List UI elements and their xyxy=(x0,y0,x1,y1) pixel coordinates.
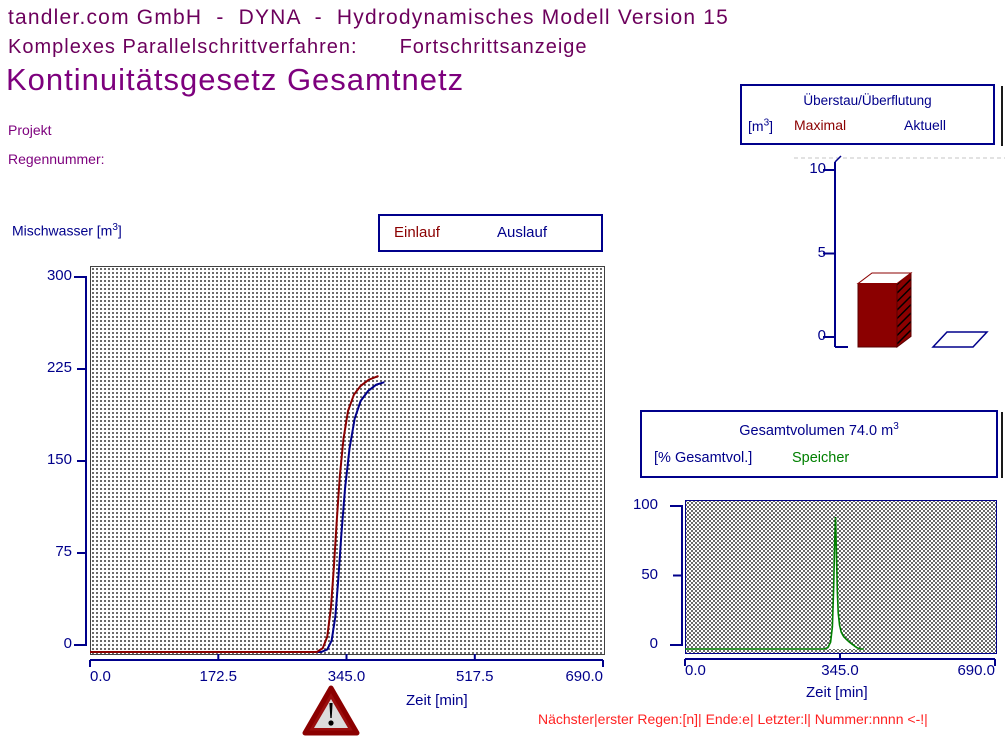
overflow-panel-columns: [m3] Maximal Aktuell xyxy=(748,117,946,134)
axis-tick-label: 690.0 xyxy=(957,662,995,679)
axis-tick-label: 517.5 xyxy=(455,668,494,685)
axis-tick-label: 345.0 xyxy=(327,668,366,685)
warning-triangle-icon xyxy=(302,685,360,736)
main-chart-x-axis xyxy=(89,654,604,667)
volume-speicher-label: Speicher xyxy=(792,450,850,466)
method-label: Komplexes Parallelschrittverfahren: xyxy=(8,36,358,58)
main-chart-y-axis-title: Mischwasser [m3] xyxy=(12,222,122,239)
overflow-unit-label: [m3] xyxy=(748,117,774,134)
project-label: Projekt xyxy=(8,122,52,138)
speicher-chart-x-axis-title: Zeit [min] xyxy=(806,684,868,701)
axis-tick-label: 690.0 xyxy=(565,668,603,685)
axis-tick-label: 0 xyxy=(649,635,658,652)
legend-einlauf: Einlauf xyxy=(394,224,440,241)
overflow-panel: Überstau/Überflutung [m3] Maximal Aktuel… xyxy=(740,84,995,145)
speicher-chart-y-axis xyxy=(670,505,683,646)
axis-tick-label: 172.5 xyxy=(199,668,238,685)
screen-edge-line xyxy=(1001,412,1003,478)
axis-tick-label: 225 xyxy=(46,358,72,376)
rain-number-label: Regennummer: xyxy=(8,151,105,167)
subtitle-row: Komplexes Parallelschrittverfahren: Fort… xyxy=(8,36,588,59)
main-chart-y-axis xyxy=(74,276,87,646)
status-bar-text: Nächster|erster Regen:[n]| Ende:e| Letzt… xyxy=(538,711,928,727)
axis-tick-label: 50 xyxy=(641,565,658,583)
overflow-bar-chart xyxy=(794,155,1005,349)
overflow-col-maximal: Maximal xyxy=(794,117,847,133)
screen-edge-line xyxy=(1001,86,1003,146)
axis-tick-label: 10 xyxy=(809,160,826,177)
overflow-panel-title: Überstau/Überflutung xyxy=(803,93,932,108)
axis-tick-label: 150 xyxy=(46,450,72,468)
speicher-chart-x-axis xyxy=(684,654,996,666)
volume-pct-label: [% Gesamtvol.] xyxy=(654,450,753,466)
volume-panel-title: Gesamtvolumen 74.0 m3 xyxy=(739,421,899,439)
axis-tick-label: 100 xyxy=(632,496,658,513)
page-title: Kontinuitätsgesetz Gesamtnetz xyxy=(6,62,465,97)
axis-tick-label: 0.0 xyxy=(90,668,111,685)
axis-tick-label: 5 xyxy=(817,243,826,261)
axis-tick-label: 345.0 xyxy=(821,662,859,679)
speicher-chart-plot-area xyxy=(685,500,997,654)
main-chart-curves xyxy=(90,374,385,653)
axis-tick-label: 0.0 xyxy=(685,662,706,679)
volume-panel-columns: [% Gesamtvol.] Speicher xyxy=(654,450,849,466)
main-chart-legend: Einlauf Auslauf xyxy=(378,214,603,252)
progress-view-label: Fortschrittsanzeige xyxy=(399,36,588,58)
axis-tick-label: 0 xyxy=(817,327,826,344)
main-chart-x-axis-title: Zeit [min] xyxy=(406,692,468,709)
axis-tick-label: 300 xyxy=(46,266,72,284)
overflow-col-aktuell: Aktuell xyxy=(904,117,947,133)
app-title: tandler.com GmbH - DYNA - Hydrodynamisch… xyxy=(8,6,730,29)
volume-panel: Gesamtvolumen 74.0 m3 [% Gesamtvol.] Spe… xyxy=(640,410,998,478)
speicher-chart-curve xyxy=(685,516,864,650)
axis-tick-label: 0 xyxy=(63,635,72,652)
legend-auslauf: Auslauf xyxy=(497,224,548,241)
axis-tick-label: 75 xyxy=(55,542,72,560)
